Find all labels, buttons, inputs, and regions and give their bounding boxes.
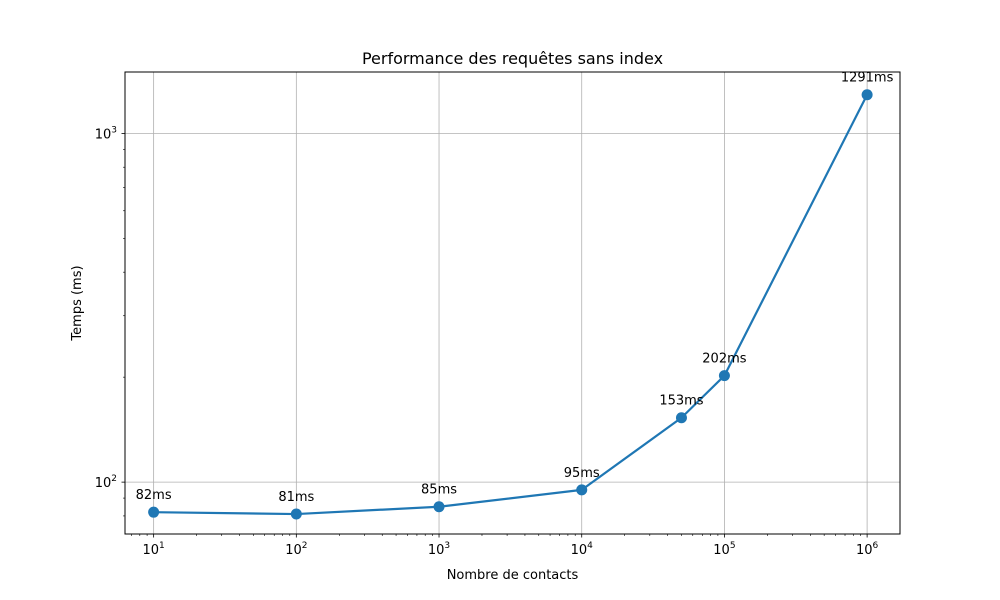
data-label: 1291ms xyxy=(841,71,894,86)
y-tick-label: 102 xyxy=(95,474,117,491)
data-point xyxy=(148,506,160,518)
data-point xyxy=(576,484,588,496)
data-point xyxy=(290,508,302,520)
x-tick-label: 106 xyxy=(856,541,879,558)
data-point xyxy=(861,89,873,101)
data-point xyxy=(675,412,687,424)
data-label: 81ms xyxy=(278,490,314,505)
x-tick-label: 102 xyxy=(285,541,307,558)
x-tick-label: 103 xyxy=(428,541,450,558)
x-axis-label: Nombre de contacts xyxy=(447,568,579,583)
grid xyxy=(125,72,900,534)
x-tick-label: 104 xyxy=(571,541,594,558)
major-ticks: 101 102 103 104 105 106 102 103 xyxy=(95,125,879,558)
chart-title: Performance des requêtes sans index xyxy=(362,49,663,68)
data-label: 95ms xyxy=(564,466,600,481)
data-label: 153ms xyxy=(659,394,703,409)
series-layer: 82ms 81ms 85ms 95ms 153ms 202ms 1291ms xyxy=(136,71,894,520)
data-label: 82ms xyxy=(136,488,172,503)
data-point xyxy=(718,370,730,382)
data-point xyxy=(433,501,445,513)
x-tick-label: 101 xyxy=(142,541,164,558)
plot-frame xyxy=(124,71,901,535)
y-axis-label: Temps (ms) xyxy=(70,265,85,341)
y-tick-label: 103 xyxy=(95,125,117,142)
data-label: 85ms xyxy=(421,483,457,498)
data-label: 202ms xyxy=(702,352,746,367)
x-tick-label: 105 xyxy=(713,541,735,558)
